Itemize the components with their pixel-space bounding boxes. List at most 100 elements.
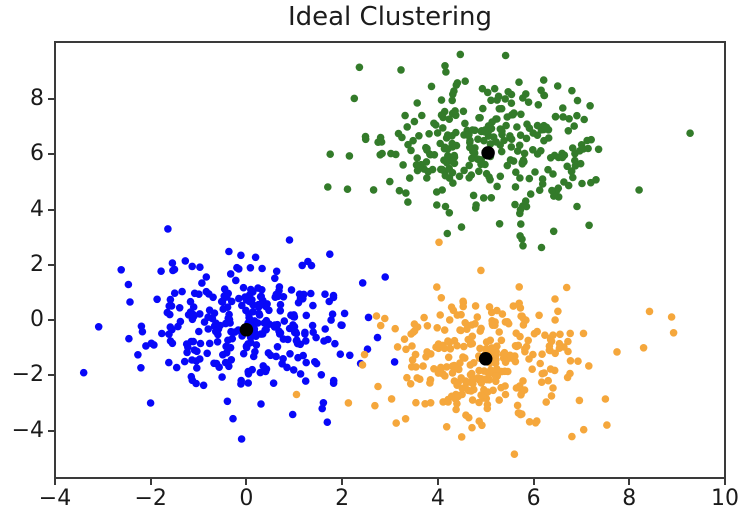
data-point-cluster-blue: [318, 404, 327, 413]
data-point-cluster-green: [517, 220, 525, 228]
data-point-cluster-blue: [226, 270, 235, 278]
data-point-cluster-green: [413, 154, 422, 162]
centroid-marker: [481, 146, 495, 160]
data-point-cluster-orange: [376, 321, 385, 330]
y-tick-mark: [48, 263, 54, 266]
data-point-cluster-orange: [483, 388, 492, 396]
data-point-cluster-green: [465, 131, 473, 139]
data-point-cluster-blue: [364, 313, 373, 322]
data-point-cluster-blue: [166, 337, 175, 345]
data-point-cluster-green: [441, 171, 450, 180]
data-point-cluster-blue: [284, 335, 292, 344]
data-point-cluster-green: [453, 79, 462, 87]
data-point-cluster-blue: [186, 297, 195, 306]
data-point-cluster-green: [524, 98, 533, 106]
data-point-cluster-green: [427, 82, 436, 91]
data-point-cluster-orange: [434, 369, 443, 377]
data-point-cluster-orange: [374, 382, 382, 391]
data-point-cluster-green: [578, 179, 586, 188]
data-point-cluster-blue: [307, 289, 315, 298]
data-point-cluster-blue: [198, 279, 206, 287]
data-point-cluster-green: [459, 107, 468, 116]
data-point-cluster-green: [576, 159, 585, 168]
data-point-cluster-green: [465, 161, 474, 170]
data-point-cluster-blue: [275, 330, 284, 338]
data-point-cluster-green: [485, 173, 493, 181]
data-point-cluster-blue: [137, 322, 146, 331]
data-point-cluster-green: [404, 140, 412, 149]
data-point-cluster-green: [563, 162, 571, 171]
data-point-cluster-orange: [639, 344, 648, 352]
data-point-cluster-blue: [317, 371, 326, 379]
data-point-cluster-green: [409, 136, 417, 145]
data-point-cluster-blue: [202, 273, 211, 281]
data-point-cluster-green: [526, 190, 535, 198]
data-point-cluster-orange: [485, 303, 494, 311]
data-point-cluster-orange: [458, 384, 467, 393]
data-point-cluster-orange: [566, 357, 575, 365]
data-point-cluster-orange: [515, 283, 523, 291]
data-point-cluster-green: [496, 172, 505, 181]
x-tick-mark: [341, 479, 344, 485]
data-point-cluster-orange: [488, 321, 497, 330]
data-point-cluster-orange: [402, 345, 410, 354]
data-point-cluster-blue: [117, 266, 125, 274]
data-point-cluster-orange: [483, 404, 492, 413]
data-point-cluster-blue: [219, 351, 227, 359]
y-tick-mark: [48, 319, 54, 322]
data-point-cluster-orange: [669, 329, 678, 337]
data-point-cluster-orange: [459, 353, 467, 361]
data-point-cluster-green: [397, 66, 405, 74]
x-tick-mark: [532, 479, 535, 485]
data-point-cluster-orange: [465, 413, 473, 422]
data-point-cluster-blue: [271, 274, 279, 283]
data-point-cluster-green: [516, 174, 524, 182]
data-point-cluster-green: [443, 158, 451, 167]
data-point-cluster-green: [519, 242, 527, 250]
data-point-cluster-orange: [525, 355, 533, 363]
data-point-cluster-blue: [294, 353, 302, 362]
data-point-cluster-green: [449, 179, 457, 187]
data-point-cluster-green: [469, 191, 478, 200]
data-point-cluster-blue: [328, 310, 337, 319]
data-point-cluster-green: [559, 113, 567, 121]
data-point-cluster-green: [585, 221, 593, 230]
data-point-cluster-green: [466, 138, 474, 147]
data-point-cluster-green: [495, 220, 504, 228]
data-point-cluster-green: [461, 119, 469, 128]
data-point-cluster-green: [586, 102, 594, 110]
data-point-cluster-green: [506, 156, 515, 164]
data-point-cluster-blue: [229, 414, 237, 423]
data-point-cluster-orange: [426, 379, 434, 387]
data-point-cluster-green: [553, 82, 562, 90]
data-point-cluster-green: [519, 156, 528, 164]
data-point-cluster-orange: [476, 344, 484, 353]
data-point-cluster-green: [399, 161, 407, 169]
data-point-cluster-orange: [393, 343, 402, 351]
x-tick-mark: [628, 479, 631, 485]
data-point-cluster-orange: [467, 369, 476, 378]
data-point-cluster-orange: [537, 378, 546, 387]
data-point-cluster-orange: [392, 419, 401, 427]
data-point-cluster-blue: [166, 323, 175, 331]
data-point-cluster-green: [412, 161, 421, 169]
data-point-cluster-orange: [459, 298, 468, 307]
data-point-cluster-blue: [211, 327, 220, 336]
y-tick-mark: [48, 374, 54, 377]
data-point-cluster-orange: [416, 375, 424, 384]
data-point-cluster-orange: [504, 319, 513, 328]
data-point-cluster-green: [479, 104, 487, 113]
data-point-cluster-blue: [193, 364, 201, 372]
data-point-cluster-blue: [246, 316, 254, 324]
data-point-cluster-green: [577, 141, 586, 149]
data-point-cluster-blue: [264, 349, 273, 357]
data-point-cluster-orange: [562, 283, 571, 292]
data-point-cluster-green: [502, 121, 510, 130]
data-point-cluster-blue: [146, 399, 155, 407]
data-point-cluster-blue: [196, 263, 204, 271]
data-point-cluster-orange: [504, 367, 512, 376]
x-tick-label: 4: [430, 486, 445, 511]
data-point-cluster-blue: [164, 225, 172, 233]
data-point-cluster-blue: [193, 347, 201, 356]
data-point-cluster-orange: [528, 365, 536, 374]
